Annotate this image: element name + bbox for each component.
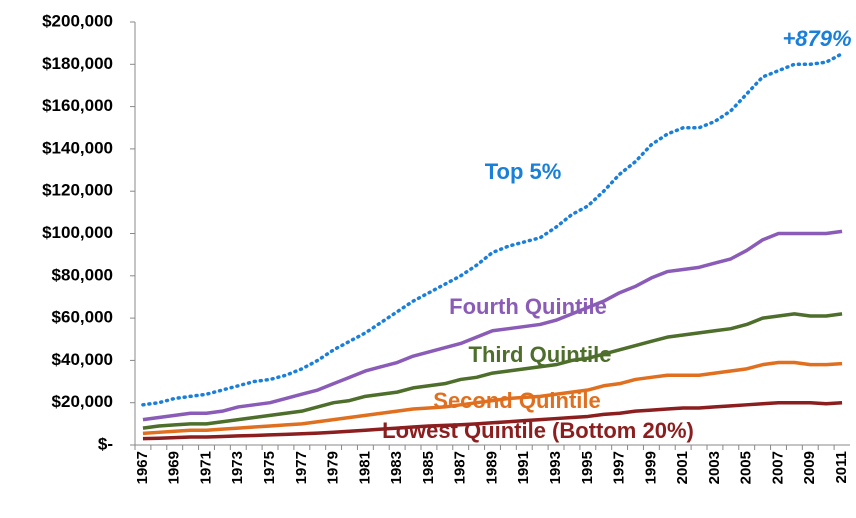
x-tick-label: 2011	[833, 451, 850, 484]
y-tick-label: $80,000	[52, 265, 113, 284]
y-tick-label: $100,000	[42, 223, 113, 242]
x-tick-label: 2007	[769, 451, 786, 484]
x-tick-label: 1985	[420, 451, 437, 484]
series-label: Top 5%	[485, 159, 562, 184]
series-label: Third Quintile	[469, 342, 612, 367]
y-tick-label: $140,000	[42, 138, 113, 157]
x-tick-label: 2001	[674, 451, 691, 484]
x-tick-label: 1989	[483, 451, 500, 484]
series-line	[142, 360, 843, 436]
y-tick-label: $180,000	[42, 54, 113, 73]
x-tick-label: 1993	[547, 451, 564, 484]
y-tick-label: $120,000	[42, 181, 113, 200]
x-tick-label: 1977	[293, 451, 310, 484]
x-tick-label: 1969	[166, 451, 183, 484]
x-tick-label: 1981	[356, 451, 373, 484]
x-tick-label: 1975	[261, 451, 278, 484]
series-line	[142, 400, 843, 441]
x-tick-label: 1967	[134, 451, 151, 484]
x-tick-label: 1983	[388, 451, 405, 484]
series-line	[142, 312, 843, 430]
x-tick-label: 1995	[579, 451, 596, 484]
annotation: +879%	[782, 26, 851, 51]
x-tick-label: 1987	[452, 451, 469, 484]
y-tick-label: $60,000	[52, 308, 113, 327]
x-tick-label: 2003	[706, 451, 723, 484]
x-tick-label: 1997	[611, 451, 628, 484]
y-tick-label: $160,000	[42, 96, 113, 115]
series-line	[142, 229, 843, 422]
x-tick-label: 1999	[642, 451, 659, 484]
series-line	[141, 51, 844, 407]
x-tick-label: 1991	[515, 451, 532, 484]
x-tick-label: 2005	[738, 451, 755, 484]
x-tick-label: 1971	[197, 451, 214, 484]
y-tick-label: $20,000	[52, 392, 113, 411]
x-tick-label: 1979	[325, 451, 342, 484]
y-tick-label: $200,000	[42, 11, 113, 30]
x-tick-label: 1973	[229, 451, 246, 484]
y-tick-label: $40,000	[52, 350, 113, 369]
x-tick-label: 2009	[801, 451, 818, 484]
series-label: Fourth Quintile	[449, 294, 607, 319]
series-label: Second Quintile	[433, 388, 600, 413]
y-tick-label: $-	[98, 434, 113, 453]
series-label: Lowest Quintile (Bottom 20%)	[382, 418, 694, 443]
